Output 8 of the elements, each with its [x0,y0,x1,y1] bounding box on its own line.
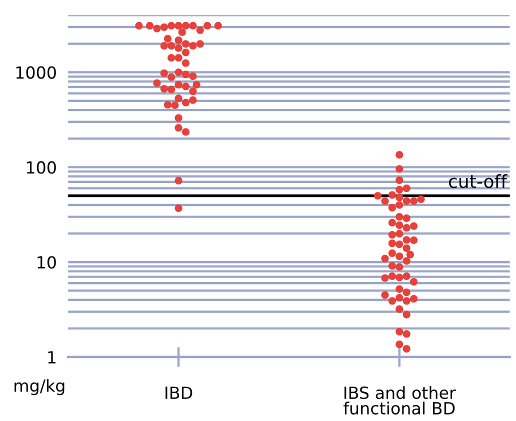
x-tick-label: IBS and other functional BD [344,386,456,415]
x-tick-label: IBD [166,386,192,399]
y-tick-label: 100 [27,161,56,174]
y-tick-label: 1 [48,351,56,364]
y-tick-label: 10 [38,256,56,269]
y-axis-title: mg/kg [14,379,64,396]
y-tick-label: 1000 [16,66,56,79]
ref-line-label: cut-off [448,174,508,188]
